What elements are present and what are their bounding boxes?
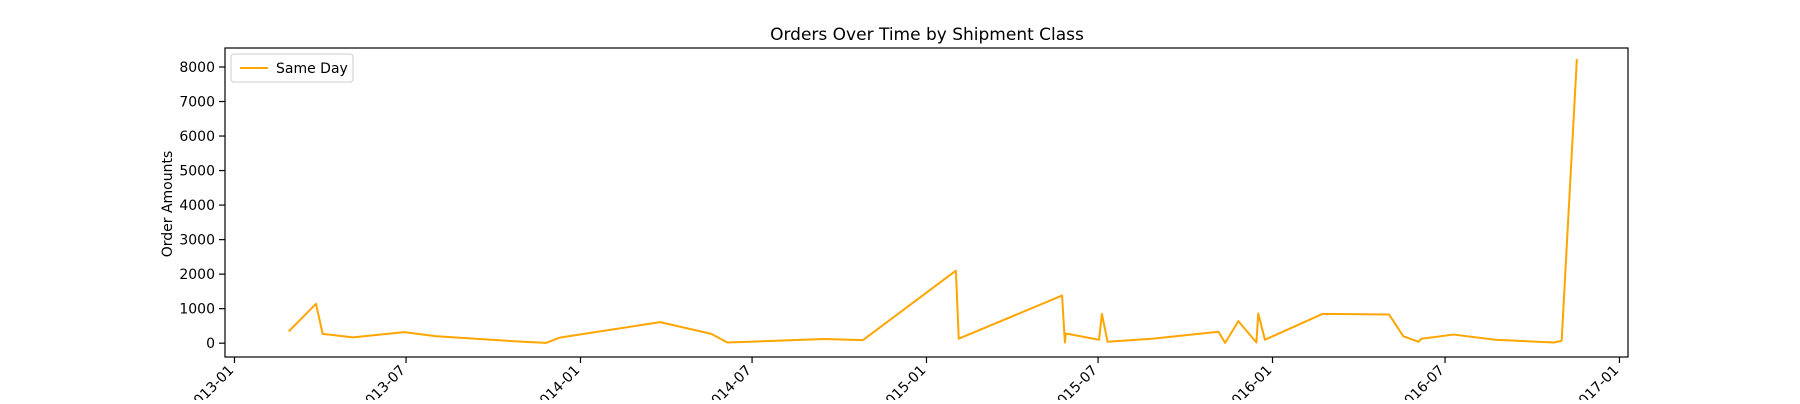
y-tick-label: 0 [206,336,215,352]
y-tick-label: 3000 [179,233,215,249]
plot-area [288,59,1578,344]
x-tick-label: 2016-07 [1395,363,1448,400]
y-tick-label: 6000 [179,129,215,145]
y-axis-label: Order Amounts [160,151,176,258]
y-tick-label: 1000 [179,302,215,318]
x-tick-label: 2015-01 [877,363,930,400]
x-tick-label: 2013-07 [356,363,409,400]
y-tick-label: 7000 [179,95,215,111]
plot-frame [224,47,1629,358]
x-tick-label: 2013-01 [185,363,238,400]
chart-title: Orders Over Time by Shipment Class [770,25,1084,45]
x-tick-label: 2014-01 [531,363,584,400]
legend-label: Same Day [276,61,348,77]
x-tick-label: 2016-01 [1223,363,1276,400]
axes: 0 1000 2000 3000 4000 5000 6000 7000 8000 2013-01… [179,47,1629,404]
y-tick-label: 5000 [179,164,215,180]
legend-box [230,53,354,83]
x-tick-label: 2015-07 [1048,363,1101,400]
x-tick-label: 2017-01 [1570,363,1623,400]
legend: Same Day [230,53,354,83]
x-tick-label: 2014-07 [702,363,755,400]
y-tick-label: 2000 [179,267,215,283]
series-line-0 [288,59,1578,344]
y-tick-label: 4000 [179,198,215,214]
y-tick-label: 8000 [179,60,215,76]
